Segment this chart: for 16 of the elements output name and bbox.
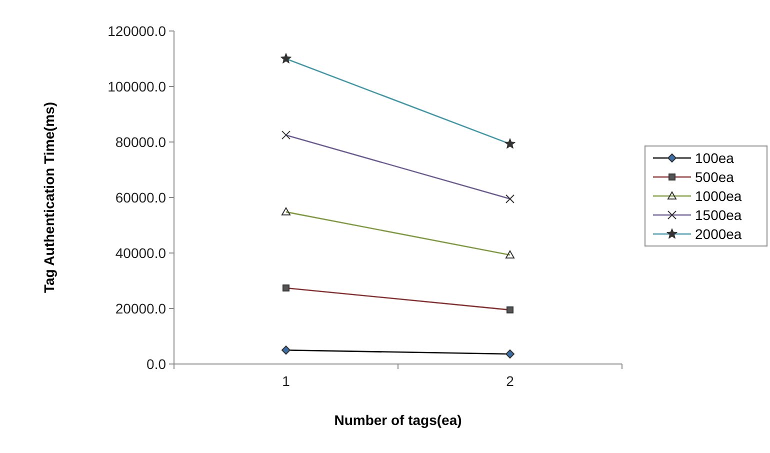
y-tick-label: 100000.0 [108, 78, 166, 94]
y-tick-label: 120000.0 [108, 22, 166, 39]
y-tick-label: 0.0 [146, 356, 166, 372]
x-tick-label: 1 [282, 373, 290, 389]
legend-label: 100ea [695, 150, 734, 166]
y-tick-label: 60000.0 [115, 189, 166, 206]
y-axis-title: Tag Authentication Time(ms) [41, 102, 57, 294]
legend-label: 500ea [695, 168, 734, 185]
x-tick-label: 2 [506, 373, 514, 389]
y-tick-label: 20000.0 [115, 300, 166, 316]
y-tick-label: 80000.0 [115, 134, 166, 150]
legend-label: 2000ea [695, 226, 742, 242]
y-tick-label: 40000.0 [115, 244, 166, 261]
legend-label: 1000ea [695, 188, 742, 204]
legend-label: 1500ea [695, 206, 742, 223]
x-axis-title: Number of tags(ea) [334, 412, 462, 428]
